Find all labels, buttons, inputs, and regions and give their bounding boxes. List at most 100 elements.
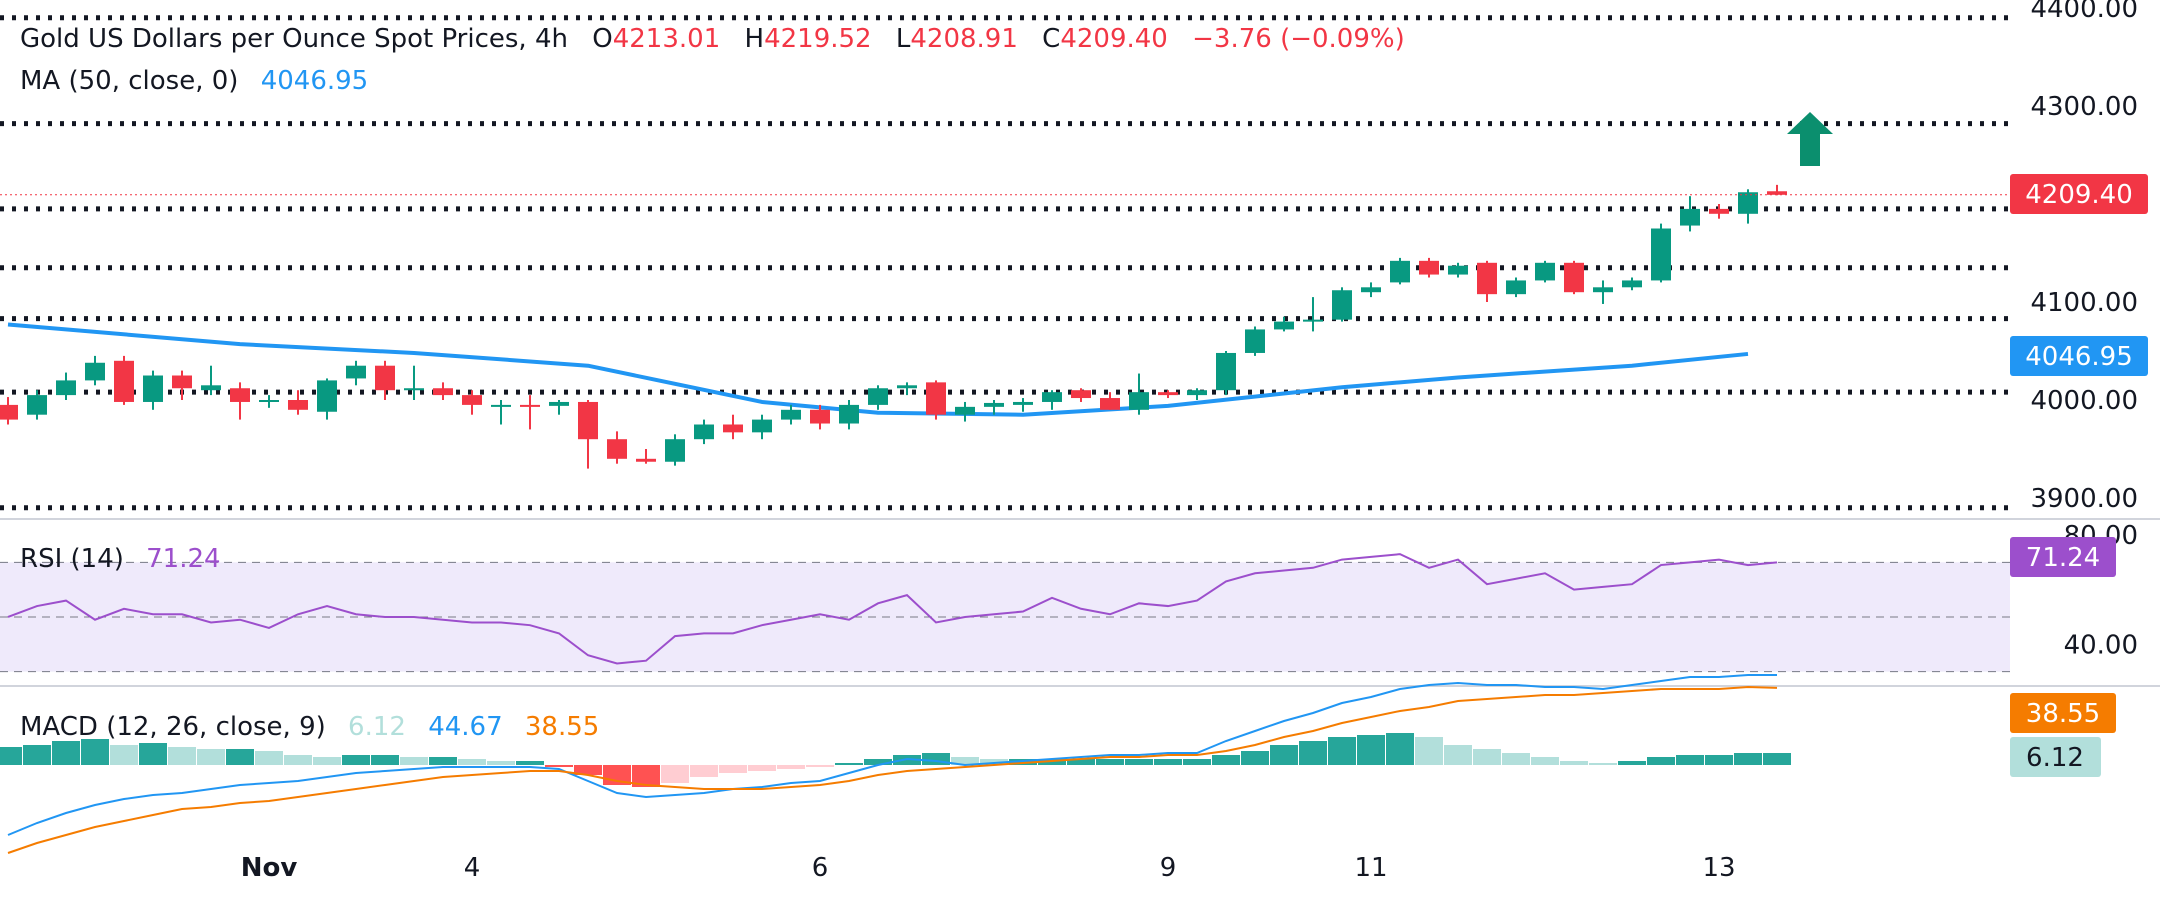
macd-histogram-bar <box>168 747 196 765</box>
candle-body <box>1042 392 1062 402</box>
macd-histogram-bar <box>458 759 486 765</box>
x-tick-label: 6 <box>812 853 829 883</box>
candle-body <box>1767 191 1787 195</box>
candle-body <box>1158 392 1178 396</box>
open-label: O <box>592 24 612 54</box>
candle-body <box>955 406 975 415</box>
macd-histogram-bar <box>1067 759 1095 765</box>
candle-body <box>1303 319 1323 322</box>
macd-legend: MACD (12, 26, close, 9) 6.12 44.67 38.55 <box>20 712 599 742</box>
macd-histogram-bar <box>1676 755 1704 765</box>
candle-body <box>1274 321 1294 330</box>
candle-body <box>1622 280 1642 288</box>
macd-histogram-bar <box>1763 753 1791 765</box>
candle-body <box>346 365 366 379</box>
candle-body <box>27 395 47 415</box>
macd-histogram-bar <box>690 765 718 777</box>
macd-histogram-bar <box>719 765 747 773</box>
macd-signal-line <box>7 685 1778 854</box>
candle-body <box>1477 262 1497 295</box>
macd-histogram-bar <box>777 765 805 769</box>
candle-body <box>694 424 714 440</box>
candle-body <box>810 409 830 424</box>
macd-hist-badge-text: 6.12 <box>2026 743 2084 773</box>
rsi-line <box>7 553 1778 665</box>
candle-body <box>433 388 453 396</box>
candle-body <box>1709 208 1729 214</box>
macd-histogram-bar <box>1415 737 1443 765</box>
x-tick-label: 9 <box>1160 853 1177 883</box>
macd-histogram-bar <box>400 757 428 765</box>
candle-body <box>143 375 163 402</box>
macd-histogram-bar <box>1096 759 1124 765</box>
candle-body <box>549 401 569 406</box>
macd-histogram-bar <box>23 745 51 765</box>
macd-histogram-bar <box>545 765 573 767</box>
rsi-layer <box>0 553 2010 673</box>
candle-body <box>1680 208 1700 226</box>
candle-body <box>1535 262 1555 281</box>
last-price-badge: 4209.40 <box>2010 174 2148 214</box>
candle-body <box>201 385 221 391</box>
macd-histogram-bar <box>951 757 979 765</box>
macd-hist-badge: 6.12 <box>2010 737 2101 777</box>
rsi-label: RSI (14) <box>20 544 124 574</box>
macd-histogram-bar <box>1444 745 1472 765</box>
last-price-badge-text: 4209.40 <box>2025 180 2133 210</box>
close-label: C <box>1042 24 1060 54</box>
macd-histogram-bar <box>1183 759 1211 765</box>
macd-histogram-bar <box>1386 733 1414 765</box>
macd-histogram-bar <box>1589 763 1617 765</box>
candle-body <box>1651 228 1671 281</box>
macd-histogram-bar <box>574 765 602 775</box>
candle-body <box>926 382 946 415</box>
rsi-legend: RSI (14) 71.24 <box>20 544 221 574</box>
candle-body <box>1216 352 1236 391</box>
macd-histogram-bar <box>110 745 138 765</box>
macd-histogram-bar <box>864 759 892 765</box>
macd-layer <box>0 674 1791 854</box>
macd-histogram-bar <box>81 739 109 765</box>
macd-histogram-bar <box>1473 749 1501 765</box>
candle-body <box>230 388 250 402</box>
chart-title: Gold US Dollars per Ounce Spot Prices, 4… <box>20 24 568 54</box>
candle-body <box>172 375 192 389</box>
candle-body <box>1187 390 1207 396</box>
price-axis-label: 4300.00 <box>2030 92 2138 122</box>
candle-body <box>1071 390 1091 399</box>
candle-body <box>1245 329 1265 353</box>
macd-histogram-bar <box>1125 759 1153 765</box>
macd-histogram-bar <box>632 765 660 787</box>
candle-body <box>984 402 1004 407</box>
macd-histogram-bar <box>429 757 457 765</box>
candle-body <box>665 439 685 462</box>
candle-body <box>1129 392 1149 410</box>
macd-histogram-bar <box>139 743 167 765</box>
macd-label: MACD (12, 26, close, 9) <box>20 712 326 742</box>
candle-body <box>1564 262 1584 293</box>
x-tick-label: 4 <box>464 853 481 883</box>
ma-label: MA (50, close, 0) <box>20 66 238 96</box>
candle-body <box>1419 260 1439 275</box>
candle-body <box>1448 265 1468 275</box>
macd-histogram-bar <box>226 749 254 765</box>
macd-histogram-bar <box>255 751 283 765</box>
change-value: −3.76 (−0.09%) <box>1192 24 1405 54</box>
candle-body <box>868 388 888 405</box>
macd-histogram-bar <box>1618 761 1646 765</box>
ma-value: 4046.95 <box>261 66 369 96</box>
y-axis: 4400.004300.004100.004000.003900.0080.00… <box>2030 0 2138 660</box>
candle-body <box>723 424 743 433</box>
candle-body <box>259 400 279 402</box>
candle-body <box>781 409 801 420</box>
macd-histogram-bar <box>748 765 776 771</box>
macd-hist-value: 6.12 <box>348 712 406 742</box>
candle-body <box>1390 260 1410 283</box>
macd-histogram-bar <box>1705 755 1733 765</box>
macd-histogram-bar <box>313 757 341 765</box>
candle-body <box>85 362 105 381</box>
macd-histogram-bar <box>1560 761 1588 765</box>
macd-histogram-bar <box>342 755 370 765</box>
high-label: H <box>745 24 765 54</box>
